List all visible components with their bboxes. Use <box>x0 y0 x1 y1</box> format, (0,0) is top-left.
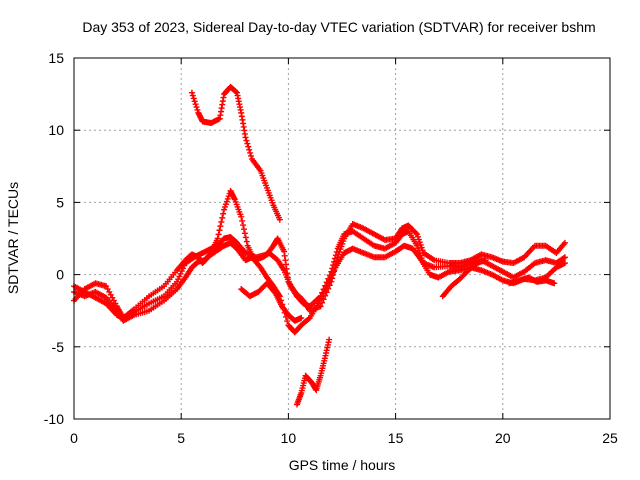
data-point <box>560 255 567 262</box>
data-point <box>412 229 419 236</box>
data-point <box>243 137 250 144</box>
data-point <box>240 222 247 229</box>
series-track-c <box>71 239 568 336</box>
data-point <box>551 280 558 287</box>
series-track-g <box>439 257 489 300</box>
data-point <box>320 296 327 303</box>
data-point <box>239 217 246 224</box>
y-axis-ticks: -10 -5 0 5 10 15 <box>44 50 610 427</box>
data-point <box>192 101 199 108</box>
data-point <box>243 238 250 245</box>
data-point <box>332 252 339 259</box>
data-point <box>188 89 195 96</box>
data-point <box>241 230 248 237</box>
x-tick-label: 25 <box>602 430 618 446</box>
data-point <box>238 213 245 220</box>
data-point <box>331 255 338 262</box>
data-point <box>276 216 283 223</box>
y-axis-label: SDTVAR / TECUs <box>5 182 21 294</box>
x-tick-label: 5 <box>177 430 185 446</box>
data-point <box>194 106 201 113</box>
data-point <box>248 152 255 159</box>
data-point <box>561 260 568 267</box>
series-track-d <box>188 83 283 223</box>
data-point <box>246 146 253 153</box>
y-tick-label: 10 <box>48 122 64 138</box>
data-point <box>561 254 568 261</box>
data-point <box>189 92 196 99</box>
plot-frame <box>73 57 611 420</box>
data-point <box>190 95 197 102</box>
data-point <box>191 98 198 105</box>
data-point <box>247 149 254 156</box>
data-points <box>71 83 568 408</box>
data-point <box>233 88 240 95</box>
y-tick-label: -10 <box>44 411 64 427</box>
x-tick-label: 20 <box>495 430 511 446</box>
y-tick-label: 0 <box>56 267 64 283</box>
data-point <box>240 226 247 233</box>
x-tick-label: 15 <box>388 430 404 446</box>
data-point <box>214 235 221 242</box>
data-point <box>215 231 222 238</box>
series-track-e <box>293 336 333 408</box>
data-point <box>333 248 340 255</box>
data-point <box>218 218 225 225</box>
data-point <box>326 336 333 343</box>
data-point <box>561 239 568 246</box>
x-tick-label: 10 <box>281 430 297 446</box>
data-point <box>284 318 291 325</box>
data-point <box>245 143 252 150</box>
y-tick-label: 15 <box>48 50 64 66</box>
series-track-h <box>506 274 558 287</box>
data-point <box>305 315 312 322</box>
data-point <box>482 257 489 264</box>
data-point <box>216 227 223 234</box>
data-point <box>244 140 251 147</box>
data-point <box>220 210 227 217</box>
data-point <box>242 234 249 241</box>
x-axis-label: GPS time / hours <box>289 457 396 473</box>
x-tick-label: 0 <box>70 430 78 446</box>
data-point <box>242 134 249 141</box>
data-point <box>217 223 224 230</box>
y-tick-label: 5 <box>56 194 64 210</box>
data-point <box>331 258 338 265</box>
data-point <box>193 104 200 111</box>
data-point <box>219 214 226 221</box>
series-track-f <box>238 280 305 324</box>
data-point <box>298 314 305 321</box>
chart-title: Day 353 of 2023, Sidereal Day-to-day VTE… <box>82 19 595 35</box>
y-tick-label: -5 <box>52 339 65 355</box>
